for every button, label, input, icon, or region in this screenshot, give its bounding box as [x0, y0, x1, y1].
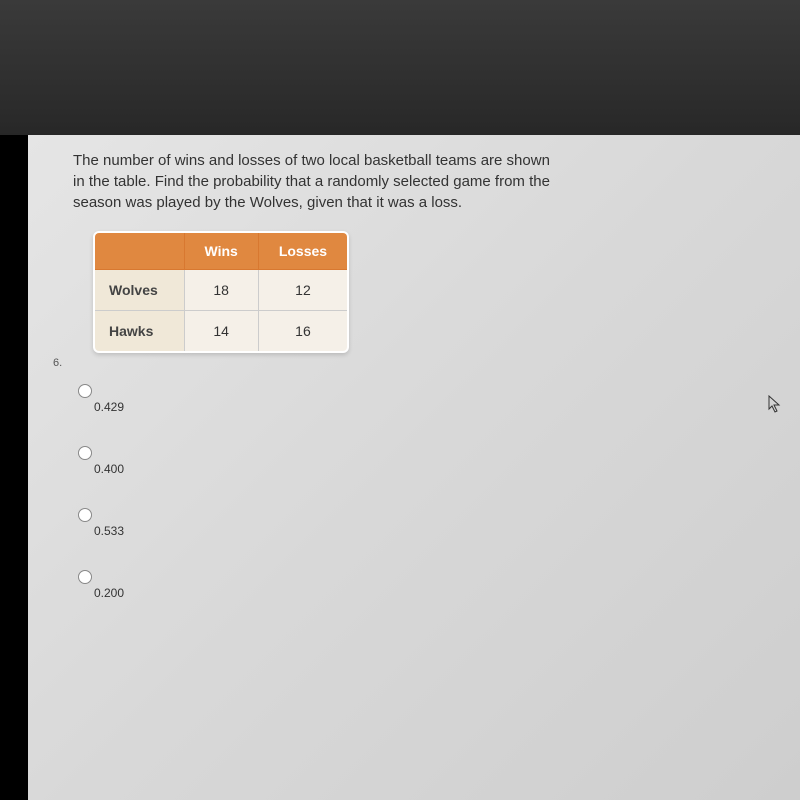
cell-wolves-losses: 12: [258, 270, 348, 311]
table-row: Hawks 14 16: [94, 311, 348, 353]
screen-edge-left: [0, 135, 28, 800]
cell-wolves-wins: 18: [184, 270, 258, 311]
row-label-wolves: Wolves: [94, 270, 184, 311]
question-number: 6.: [53, 357, 770, 369]
table-header-wins: Wins: [184, 232, 258, 270]
table-row: Wolves 18 12: [94, 270, 348, 311]
answer-options: 0.429 0.400 0.533 0.200: [78, 384, 770, 600]
option-b[interactable]: 0.400: [78, 446, 770, 476]
table-header-row: Wins Losses: [94, 232, 348, 270]
table-header-blank: [94, 232, 184, 270]
data-table-wrapper: Wins Losses Wolves 18 12 Hawks 14 16: [93, 231, 770, 353]
row-label-hawks: Hawks: [94, 311, 184, 353]
option-a[interactable]: 0.429: [78, 384, 770, 414]
radio-button[interactable]: [78, 384, 92, 398]
radio-button[interactable]: [78, 570, 92, 584]
cursor-icon: [768, 395, 782, 418]
option-label: 0.429: [94, 400, 124, 414]
cell-hawks-losses: 16: [258, 311, 348, 353]
radio-button[interactable]: [78, 508, 92, 522]
cell-hawks-wins: 14: [184, 311, 258, 353]
option-label: 0.200: [94, 586, 124, 600]
option-c[interactable]: 0.533: [78, 508, 770, 538]
radio-button[interactable]: [78, 446, 92, 460]
option-label: 0.400: [94, 462, 124, 476]
wins-losses-table: Wins Losses Wolves 18 12 Hawks 14 16: [93, 231, 349, 353]
question-prompt: The number of wins and losses of two loc…: [73, 150, 553, 213]
question-panel: The number of wins and losses of two loc…: [28, 135, 800, 800]
option-label: 0.533: [94, 524, 124, 538]
table-header-losses: Losses: [258, 232, 348, 270]
option-d[interactable]: 0.200: [78, 570, 770, 600]
